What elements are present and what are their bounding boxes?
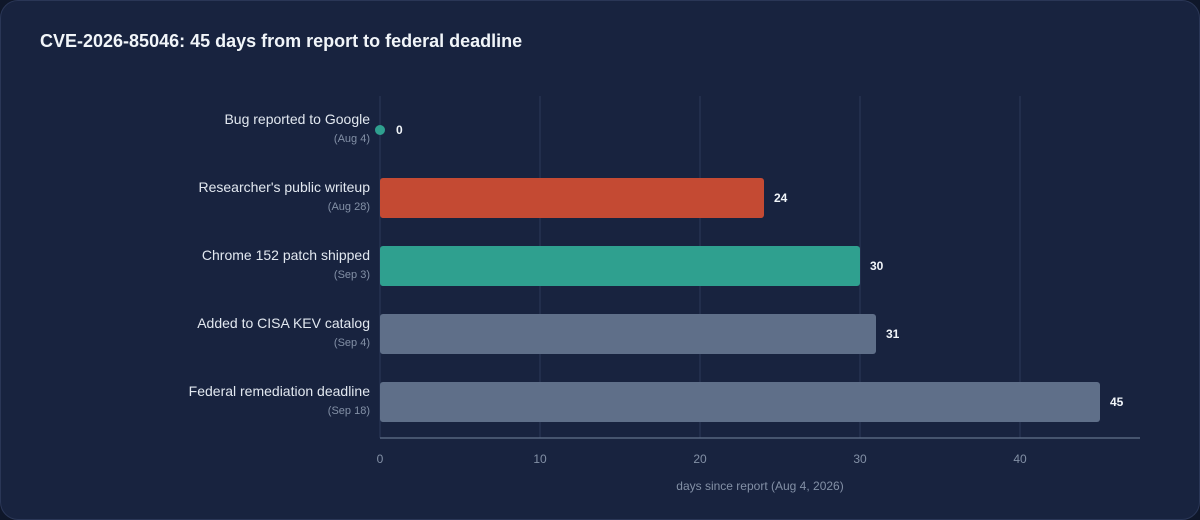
category-date: (Sep 4) xyxy=(334,337,370,349)
x-tick-label: 40 xyxy=(1013,452,1027,466)
value-label: 30 xyxy=(870,259,884,273)
bar[interactable] xyxy=(380,246,860,286)
chart-title: CVE-2026-85046: 45 days from report to f… xyxy=(40,31,523,51)
value-label: 0 xyxy=(396,123,403,137)
bar[interactable] xyxy=(380,382,1100,422)
category-label: Bug reported to Google xyxy=(224,111,370,127)
category-date: (Sep 18) xyxy=(328,405,370,417)
category-label: Federal remediation deadline xyxy=(189,383,371,399)
value-label: 45 xyxy=(1110,395,1124,409)
category-date: (Sep 3) xyxy=(334,269,370,281)
x-tick-label: 0 xyxy=(377,452,384,466)
category-date: (Aug 4) xyxy=(334,133,370,145)
value-label: 31 xyxy=(886,327,900,341)
bar[interactable] xyxy=(380,178,764,218)
category-date: (Aug 28) xyxy=(328,201,370,213)
category-label: Added to CISA KEV catalog xyxy=(197,315,370,331)
x-tick-label: 20 xyxy=(693,452,707,466)
category-label: Researcher's public writeup xyxy=(198,179,370,195)
x-tick-label: 10 xyxy=(533,452,547,466)
x-tick-label: 30 xyxy=(853,452,867,466)
value-label: 24 xyxy=(774,191,788,205)
bar-point[interactable] xyxy=(375,125,385,135)
category-label: Chrome 152 patch shipped xyxy=(202,247,370,263)
x-axis-title: days since report (Aug 4, 2026) xyxy=(676,479,843,493)
bar[interactable] xyxy=(380,314,876,354)
